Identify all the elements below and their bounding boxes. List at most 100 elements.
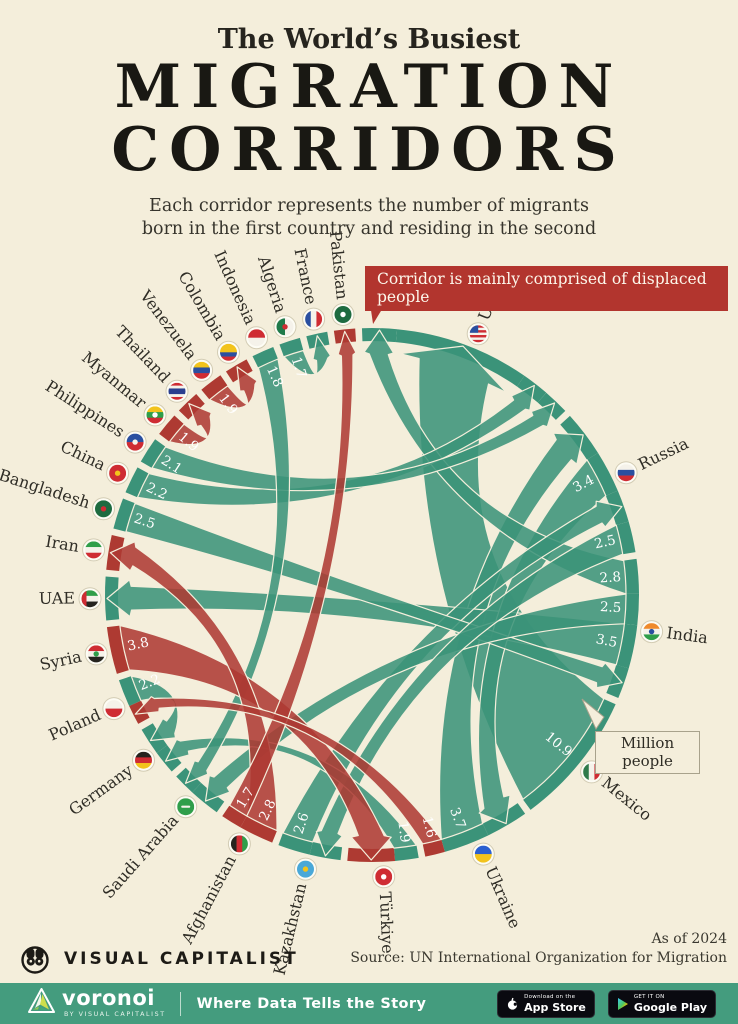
flag-icon-UAE bbox=[78, 587, 102, 611]
voronoi-tagline: Where Data Tells the Story bbox=[196, 995, 427, 1012]
flag-icon-Syria bbox=[84, 642, 108, 666]
country-arc-segment bbox=[106, 625, 130, 674]
corridor-ribbon-India-UAE bbox=[106, 579, 625, 666]
corridor-value-India-UAE: 3.5 bbox=[594, 631, 618, 651]
country-arc-segment bbox=[118, 676, 142, 707]
voronoi-logo-icon bbox=[28, 988, 55, 1014]
corridor-value-India-Saudi Arabia: 2.5 bbox=[599, 599, 621, 616]
bar-divider bbox=[179, 991, 181, 1016]
displaced-callout: Corridor is mainly comprised of displace… bbox=[365, 266, 728, 311]
country-arc-segment bbox=[201, 375, 228, 400]
flag-icon-Germany bbox=[132, 748, 155, 772]
flag-icon-Afghanistan bbox=[227, 832, 251, 856]
header: The World’s Busiest MIGRATION CORRIDORS … bbox=[0, 0, 738, 242]
corridor-ribbon-Algeria-France bbox=[283, 335, 332, 376]
country-label-UAE: UAE bbox=[39, 588, 75, 608]
voronoi-wordmark: voronoi bbox=[62, 986, 155, 1011]
corridor-ribbon-Bangladesh-India bbox=[125, 502, 623, 689]
corridor-ribbon-Venezuela-Colombia bbox=[209, 366, 258, 409]
country-arc-segment bbox=[624, 593, 640, 626]
country-arc-segment bbox=[441, 823, 489, 852]
apple-icon bbox=[508, 997, 518, 1010]
flag-icon-Kazakhstan bbox=[294, 857, 317, 881]
country-label-Poland: Poland bbox=[46, 705, 104, 745]
corridor-ribbon-Afghanistan-Pakistan bbox=[229, 330, 357, 817]
country-arc-segment bbox=[159, 415, 185, 442]
corridor-value-Ukraine-Poland: 1.6 bbox=[419, 815, 440, 840]
corridor-ribbon-India-Saudi Arabia bbox=[204, 593, 627, 802]
source-note: Source: UN International Organization fo… bbox=[350, 949, 727, 966]
corridor-value-Türkiye-Germany: 1.9 bbox=[394, 820, 413, 843]
corridor-ribbon-Philippines-U.S. bbox=[151, 402, 556, 492]
page-title-line2: CORRIDORS bbox=[111, 115, 627, 186]
country-label-Germany: Germany bbox=[65, 760, 136, 819]
visual-capitalist-brand: VISUAL CAPITALIST bbox=[20, 944, 299, 974]
corridor-ribbon-India-U.S. bbox=[363, 329, 627, 595]
flag-icon-Iran bbox=[82, 538, 106, 562]
google-play-icon bbox=[617, 997, 628, 1010]
corridor-ribbon-Kazakhstan-Russia bbox=[282, 500, 623, 843]
corridor-ribbon-Ukraine-Poland bbox=[134, 696, 442, 845]
corridor-value-India-U.S.: 2.8 bbox=[599, 569, 622, 586]
country-label-Syria: Syria bbox=[38, 647, 84, 675]
corridor-ribbon-China-U.S. bbox=[136, 384, 535, 506]
flag-icon-Saudi Arabia bbox=[174, 795, 198, 819]
flag-icon-Algeria bbox=[273, 315, 297, 339]
flag-icon-China bbox=[106, 461, 130, 485]
corridor-value-Ukraine-Russia: 3.7 bbox=[446, 805, 469, 831]
country-arc-segment bbox=[422, 839, 445, 857]
subtitle-line2: born in the first country and residing i… bbox=[141, 219, 597, 240]
country-arc-segment bbox=[623, 558, 639, 595]
footer: VISUAL CAPITALIST As of 2024 Source: UN … bbox=[0, 930, 738, 983]
flag-icon-Thailand bbox=[165, 379, 189, 403]
flag-icon-Indonesia bbox=[245, 326, 269, 350]
flag-icon-Philippines bbox=[123, 430, 147, 454]
flag-icon-Pakistan bbox=[331, 303, 355, 326]
corridor-ribbon-Indonesia-Saudi Arabia bbox=[184, 358, 291, 784]
google-play-badge-top: GET IT ON bbox=[633, 993, 665, 1000]
country-label-Ukraine: Ukraine bbox=[481, 864, 524, 931]
country-label-Algeria: Algeria bbox=[254, 252, 291, 315]
google-play-badge[interactable]: GET IT ON Google Play bbox=[607, 989, 716, 1018]
app-store-badge-top: Download on the bbox=[524, 993, 576, 1000]
google-play-badge-bottom: Google Play bbox=[633, 1000, 707, 1014]
country-label-Türkiye: Türkiye bbox=[376, 891, 398, 954]
visual-capitalist-wordmark: VISUAL CAPITALIST bbox=[64, 949, 299, 969]
flag-icon-Poland bbox=[102, 697, 126, 721]
credits: As of 2024 Source: UN International Orga… bbox=[350, 930, 727, 968]
flag-icon-France bbox=[302, 307, 326, 331]
units-callout-pointer bbox=[581, 698, 605, 731]
units-callout: Million people bbox=[595, 731, 700, 774]
corridor-value-Poland-Germany: 2.2 bbox=[137, 671, 163, 694]
country-arc-segment bbox=[279, 337, 304, 357]
country-label-France: France bbox=[290, 246, 320, 306]
country-arc-segment bbox=[125, 467, 149, 498]
flag-icon-Türkiye bbox=[372, 865, 396, 889]
country-arc-segment bbox=[616, 521, 636, 555]
country-label-Mexico: Mexico bbox=[598, 773, 656, 825]
corridor-value-Algeria-France: 1.7 bbox=[288, 355, 310, 380]
voronoi-bar: voronoi BY VISUAL CAPITALIST Where Data … bbox=[0, 983, 738, 1024]
app-store-badge[interactable]: Download on the App Store bbox=[497, 989, 595, 1018]
country-arc-segment bbox=[393, 845, 419, 861]
as-of-date: As of 2024 bbox=[651, 931, 727, 947]
country-label-Russia: Russia bbox=[635, 433, 692, 473]
country-label-Bangladesh: Bangladesh bbox=[0, 465, 92, 512]
flag-icon-Colombia bbox=[217, 340, 240, 364]
flag-icon-Russia bbox=[614, 461, 638, 485]
country-arc-segment bbox=[222, 805, 247, 828]
country-label-India: India bbox=[665, 623, 709, 647]
country-arc-segment bbox=[278, 832, 313, 855]
voronoi-byline: BY VISUAL CAPITALIST bbox=[64, 1011, 166, 1019]
country-arc-segment bbox=[140, 439, 166, 469]
app-store-badge-bottom: App Store bbox=[524, 1000, 586, 1014]
corridor-value-Kazakhstan-Russia: 2.6 bbox=[291, 811, 313, 836]
country-label-Saudi Arabia: Saudi Arabia bbox=[99, 811, 183, 903]
page-title-line1: MIGRATION bbox=[114, 52, 624, 122]
country-label-Iran: Iran bbox=[44, 532, 80, 556]
country-arc-segment bbox=[113, 498, 136, 532]
corridor-value-Bangladesh-India: 2.5 bbox=[132, 511, 157, 533]
subtitle: Each corridor represents the number of m… bbox=[0, 195, 738, 241]
